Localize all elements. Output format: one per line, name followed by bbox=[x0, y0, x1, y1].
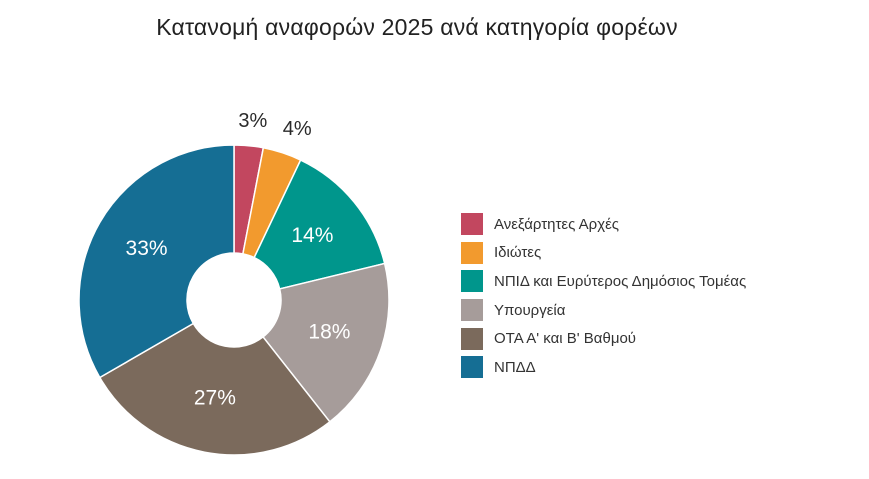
legend-label: Ανεξάρτητες Αρχές bbox=[494, 215, 620, 233]
pie-slice-3 bbox=[253, 159, 386, 290]
data-label-6: 33% bbox=[126, 237, 168, 260]
legend-swatch bbox=[461, 356, 483, 379]
legend-swatch bbox=[461, 241, 483, 264]
legend-swatch bbox=[461, 299, 483, 322]
legend-item: ΝΠΙΔ και Ευρύτερος Δημόσιος Τομέας bbox=[461, 267, 746, 296]
pie-slice-4 bbox=[262, 262, 390, 423]
legend-label: ΝΠΔΔ bbox=[494, 358, 536, 376]
legend-label: Υπουργεία bbox=[494, 301, 566, 319]
pie-slice-5 bbox=[98, 322, 331, 456]
legend-label: ΝΠΙΔ και Ευρύτερος Δημόσιος Τομέας bbox=[494, 272, 747, 290]
data-label-1: 3% bbox=[238, 110, 267, 132]
legend-item: ΟΤΑ Α' και Β' Βαθμού bbox=[461, 324, 746, 353]
data-label-4: 18% bbox=[308, 321, 350, 344]
legend-swatch bbox=[461, 270, 483, 293]
pie-slice-6 bbox=[78, 144, 235, 379]
data-label-3: 14% bbox=[291, 224, 333, 247]
legend-swatch bbox=[461, 213, 483, 236]
legend-item: Υπουργεία bbox=[461, 296, 746, 325]
legend-label: Ιδιώτες bbox=[494, 244, 542, 262]
legend-item: Ανεξάρτητες Αρχές bbox=[461, 210, 746, 239]
chart-legend: Ανεξάρτητες Αρχές Ιδιώτες ΝΠΙΔ και Ευρύτερ… bbox=[461, 210, 746, 382]
data-label-2: 4% bbox=[283, 118, 312, 140]
legend-label: ΟΤΑ Α' και Β' Βαθμού bbox=[494, 330, 637, 348]
legend-swatch bbox=[461, 327, 483, 350]
legend-item: ΝΠΔΔ bbox=[461, 353, 746, 382]
legend-item: Ιδιώτες bbox=[461, 239, 746, 268]
chart-title: Κατανομή αναφορών 2025 ανά κατηγορία φορ… bbox=[156, 14, 678, 40]
data-label-5: 27% bbox=[194, 387, 236, 410]
